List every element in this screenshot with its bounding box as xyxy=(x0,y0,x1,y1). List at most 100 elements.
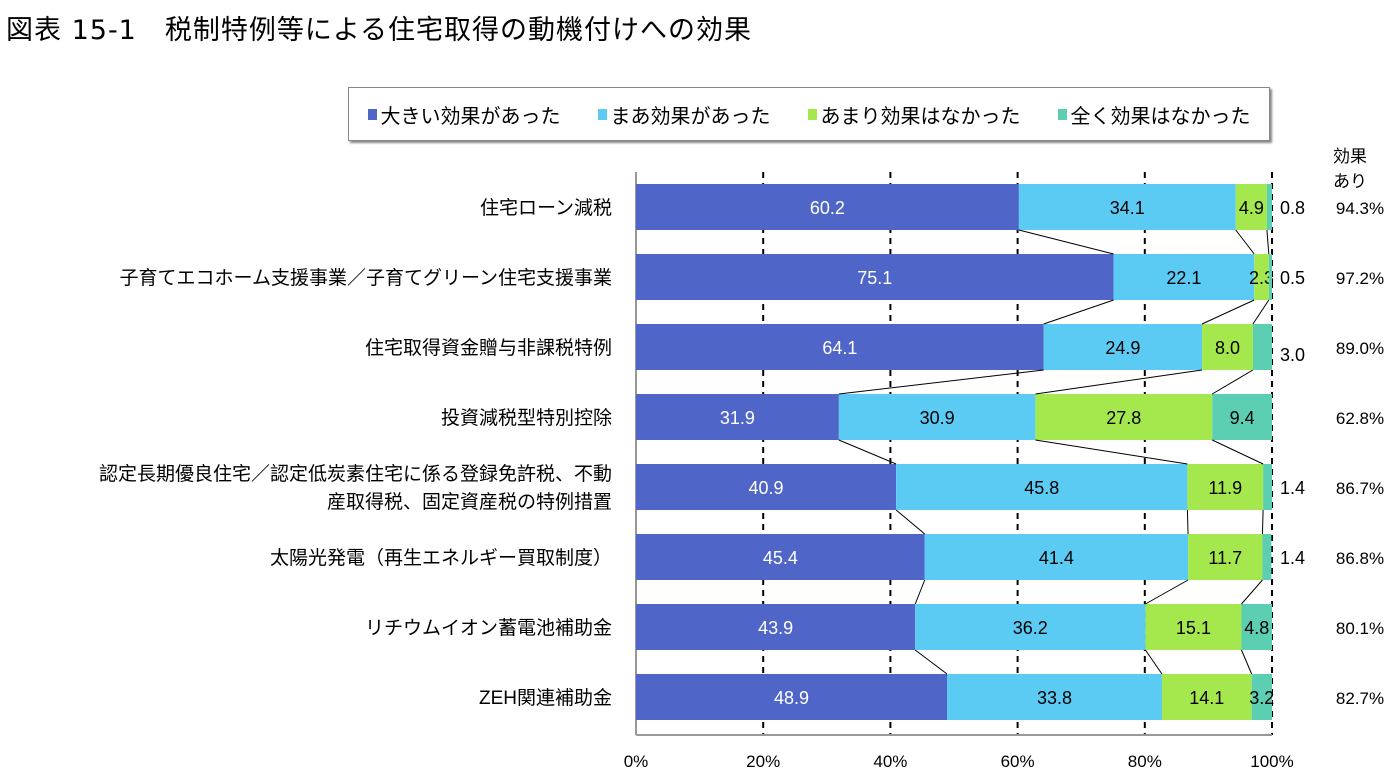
legend: 大きい効果があった まあ効果があった あまり効果はなかった 全く効果はなかった xyxy=(348,87,1270,141)
bar-segment xyxy=(1187,464,1264,510)
legend-swatch xyxy=(1057,108,1067,120)
bar-segment xyxy=(838,394,1036,440)
data-label: 14.1 xyxy=(1189,688,1224,708)
effect-header: 効果 xyxy=(1333,147,1367,166)
legend-item: 全く効果はなかった xyxy=(1057,100,1251,129)
data-label: 45.4 xyxy=(763,548,798,568)
data-label: 31.9 xyxy=(720,408,755,428)
bar-segment xyxy=(1263,464,1272,510)
series-connector-line xyxy=(914,649,948,675)
data-label: 1.4 xyxy=(1280,548,1305,568)
data-label: 2.3 xyxy=(1249,268,1274,288)
series-connector-line xyxy=(1201,299,1255,325)
series-connector-line xyxy=(1211,369,1254,395)
series-connector-line xyxy=(1043,299,1114,325)
bar-segment xyxy=(1145,604,1242,650)
series-connector-line xyxy=(914,579,926,605)
data-label: 4.9 xyxy=(1239,198,1264,218)
category-label: ZEH関連補助金 xyxy=(479,687,612,709)
effect-value: 89.0% xyxy=(1336,339,1384,358)
bar-segment xyxy=(1252,324,1272,370)
bar-segment xyxy=(896,464,1188,510)
data-label: 34.1 xyxy=(1110,198,1145,218)
series-connector-line xyxy=(1145,649,1163,675)
bar-segment xyxy=(1161,674,1252,720)
bar-segment xyxy=(1212,394,1272,440)
legend-swatch xyxy=(807,108,817,120)
series-connector-line xyxy=(838,439,897,465)
bar-segment xyxy=(1202,324,1253,370)
data-label: 27.8 xyxy=(1106,408,1141,428)
legend-item: まあ効果があった xyxy=(597,100,771,129)
data-label: 64.1 xyxy=(822,338,857,358)
x-tick-label: 80% xyxy=(1128,752,1162,771)
data-label: 24.9 xyxy=(1105,338,1140,358)
series-connector-line xyxy=(1018,229,1114,255)
bar-segment xyxy=(1035,394,1213,440)
data-label: 8.0 xyxy=(1215,338,1240,358)
series-connector-line xyxy=(1235,229,1255,255)
bar-segment xyxy=(1018,184,1236,230)
x-tick-label: 0% xyxy=(624,752,649,771)
data-label: 11.9 xyxy=(1208,478,1242,498)
data-label: 75.1 xyxy=(857,268,892,288)
series-connector-line xyxy=(1035,369,1203,395)
category-label: 産取得税、固定資産税の特例措置 xyxy=(327,491,612,513)
effect-value: 62.8% xyxy=(1336,409,1384,428)
data-label: 30.9 xyxy=(920,408,955,428)
bar-segment xyxy=(1235,184,1267,230)
bar-segment xyxy=(636,394,839,440)
data-label: 33.8 xyxy=(1037,688,1072,708)
bar-segment xyxy=(924,534,1189,580)
effect-header: あり xyxy=(1333,172,1367,191)
bar-segment xyxy=(1254,254,1269,300)
category-label: 太陽光発電（再生エネルギー買取制度） xyxy=(270,547,612,569)
series-connector-line xyxy=(1266,229,1270,255)
series-connector-line xyxy=(895,509,926,535)
data-label: 3.2 xyxy=(1249,688,1274,708)
x-tick-label: 40% xyxy=(873,752,907,771)
series-connector-line xyxy=(1241,649,1253,675)
data-label: 11.7 xyxy=(1208,548,1242,568)
category-label: 投資減税型特別控除 xyxy=(441,407,612,429)
data-label: 60.2 xyxy=(810,198,845,218)
series-connector-line xyxy=(1212,439,1264,465)
bar-segment xyxy=(636,254,1114,300)
category-label: リチウムイオン蓄電池補助金 xyxy=(365,617,612,639)
bar-segment xyxy=(636,534,925,580)
bar-segment xyxy=(636,604,916,650)
bar-segment xyxy=(915,604,1146,650)
effect-value: 94.3% xyxy=(1336,199,1384,218)
category-label: 子育てエコホーム支援事業／子育てグリーン住宅支援事業 xyxy=(120,267,612,289)
data-label: 45.8 xyxy=(1024,478,1059,498)
legend-label: 全く効果はなかった xyxy=(1070,103,1251,128)
bar-segment xyxy=(1113,254,1255,300)
bar-segment xyxy=(1262,534,1272,580)
effect-value: 80.1% xyxy=(1336,619,1384,638)
effect-value: 86.7% xyxy=(1336,479,1384,498)
category-label: 住宅ローン減税 xyxy=(480,197,612,219)
data-label: 0.5 xyxy=(1280,268,1305,288)
legend-item: 大きい効果があった xyxy=(367,100,561,129)
series-connector-line xyxy=(1241,579,1263,605)
data-label: 1.4 xyxy=(1280,478,1305,498)
bar-segment xyxy=(1266,184,1272,230)
data-label: 15.1 xyxy=(1176,618,1211,638)
data-label: 4.8 xyxy=(1244,618,1269,638)
legend-item: あまり効果はなかった xyxy=(807,100,1021,129)
series-connector-line xyxy=(1252,299,1270,325)
legend-swatch xyxy=(367,108,377,120)
effect-value: 82.7% xyxy=(1336,689,1384,708)
legend-swatch xyxy=(597,108,607,120)
legend-label: まあ効果があった xyxy=(610,103,771,128)
effect-value: 97.2% xyxy=(1336,269,1384,288)
data-label: 9.4 xyxy=(1230,408,1255,428)
bar-segment xyxy=(1251,674,1272,720)
data-label: 22.1 xyxy=(1166,268,1201,288)
series-connector-line xyxy=(1186,509,1189,535)
bar-segment xyxy=(1043,324,1203,370)
bar-segment xyxy=(947,674,1162,720)
series-connector-line xyxy=(1261,509,1264,535)
bar-segment xyxy=(636,324,1044,370)
